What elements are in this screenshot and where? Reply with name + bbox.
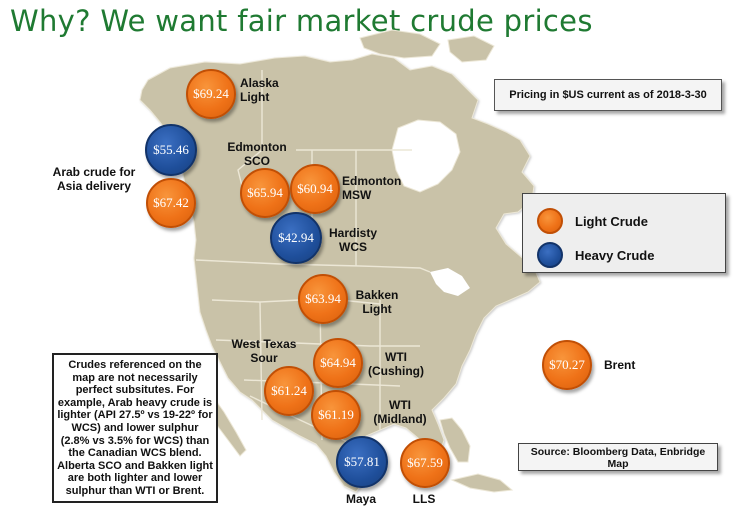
edmonton-msw-label: Edmonton MSW <box>342 174 401 202</box>
wts-label-2: Sour <box>250 351 278 365</box>
legend-heavy-row: Heavy Crude <box>537 242 654 268</box>
legend-light-row: Light Crude <box>537 208 648 234</box>
wti-midland-price-bubble: $61.19 <box>311 390 361 440</box>
wts-label: West Texas Sour <box>224 337 304 365</box>
alaska-label: Alaska Light <box>240 76 279 104</box>
page-title: Why? We want fair market crude prices <box>10 4 593 38</box>
wti-midland-label: WTI (Midland) <box>368 398 432 426</box>
hardisty-label-1: Hardisty <box>328 226 378 240</box>
source-note: Source: Bloomberg Data, Enbridge Map <box>518 443 718 471</box>
wti-cushing-label-1: WTI <box>385 350 407 364</box>
maya-price-bubble: $57.81 <box>336 436 388 488</box>
maya-label: Maya <box>345 492 377 506</box>
arab-label-2: Asia delivery <box>56 179 132 193</box>
cuba <box>450 473 514 493</box>
bakken-label-1: Bakken <box>355 288 399 302</box>
wts-label-1: West Texas <box>231 337 297 351</box>
substitutes-note: Crudes referenced on the map are not nec… <box>52 353 218 503</box>
hudson-bay <box>391 119 461 193</box>
hardisty-price-bubble: $42.94 <box>270 212 322 264</box>
edmonton-sco-label-1: Edmonton <box>227 140 287 154</box>
wti-midland-label-1: WTI <box>389 398 411 412</box>
hardisty-label-2: WCS <box>339 240 367 254</box>
arab-light-price-bubble: $67.42 <box>146 178 196 228</box>
alaska-label-1: Alaska <box>240 76 279 90</box>
lls-label: LLS <box>412 492 436 506</box>
arab-label: Arab crude for Asia delivery <box>46 165 142 193</box>
bakken-price-bubble: $63.94 <box>298 274 348 324</box>
edmonton-sco-price-bubble: $65.94 <box>240 168 290 218</box>
brent-price-bubble: $70.27 <box>542 340 592 390</box>
legend: Light Crude Heavy Crude <box>522 193 726 273</box>
arctic-islands-2 <box>447 35 495 63</box>
wts-price-bubble: $61.24 <box>264 366 314 416</box>
edmonton-sco-label-2: SCO <box>243 154 270 168</box>
arctic-islands <box>359 29 441 59</box>
wti-cushing-price-bubble: $64.94 <box>313 338 363 388</box>
edmonton-msw-price-bubble: $60.94 <box>290 164 340 214</box>
lls-price-bubble: $67.59 <box>400 438 450 488</box>
wti-cushing-label-2: (Cushing) <box>368 364 424 378</box>
legend-light-label: Light Crude <box>575 213 648 229</box>
wti-midland-label-2: (Midland) <box>373 412 427 426</box>
edmonton-msw-label-2: MSW <box>342 188 372 202</box>
great-lakes <box>430 268 470 296</box>
legend-heavy-label: Heavy Crude <box>575 247 655 263</box>
pricing-note: Pricing in $US current as of 2018-3-30 <box>494 79 722 111</box>
heavy-crude-swatch <box>537 242 563 268</box>
wti-cushing-label: WTI (Cushing) <box>364 350 428 378</box>
hardisty-label: Hardisty WCS <box>328 226 378 254</box>
edmonton-sco-label: Edmonton SCO <box>222 140 292 168</box>
bakken-label-2: Light <box>362 302 392 316</box>
bakken-label: Bakken Light <box>352 288 402 316</box>
edmonton-msw-label-1: Edmonton <box>342 174 402 188</box>
arab-heavy-price-bubble: $55.46 <box>145 124 197 176</box>
alaska-price-bubble: $69.24 <box>186 69 236 119</box>
light-crude-swatch <box>537 208 563 234</box>
alaska-label-2: Light <box>240 90 270 104</box>
arab-label-1: Arab crude for <box>52 165 136 179</box>
brent-label: Brent <box>604 358 636 372</box>
florida <box>439 417 471 463</box>
